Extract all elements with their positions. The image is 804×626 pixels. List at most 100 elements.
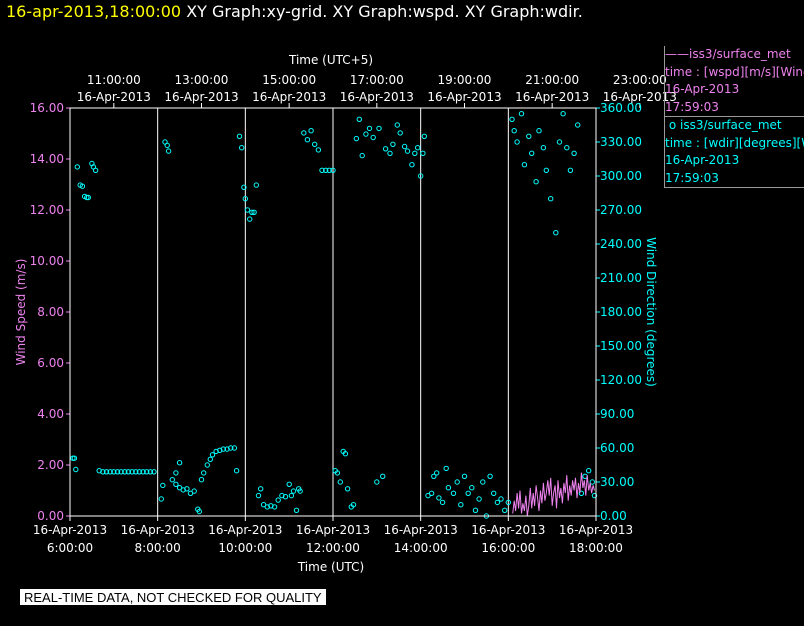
legend-series-label: iss3/surface_met bbox=[679, 118, 782, 132]
wdir-point bbox=[71, 455, 78, 461]
header-title-wdir: XY Graph:wdir. bbox=[464, 2, 583, 21]
wdir-point bbox=[359, 152, 365, 159]
bottom-axis-title: Time (UTC) bbox=[297, 560, 364, 574]
wdir-point bbox=[540, 145, 547, 151]
wdir-point bbox=[578, 490, 585, 496]
wdir-point bbox=[387, 150, 393, 157]
top-tick-time: 21:00:00 bbox=[525, 73, 579, 87]
wdir-point bbox=[394, 122, 400, 128]
wdir-point bbox=[224, 446, 230, 452]
x-tick-time: 18:00:00 bbox=[569, 541, 623, 555]
wdir-point bbox=[553, 230, 559, 236]
legend-series-label: iss3/surface_met bbox=[689, 47, 791, 61]
legend-time: 17:59:03 bbox=[665, 170, 719, 185]
wdir-point bbox=[279, 492, 285, 499]
wdir-point bbox=[228, 445, 234, 451]
x-tick-date: 16-Apr-2013 bbox=[559, 523, 633, 537]
wdir-point bbox=[286, 481, 292, 487]
wdir-point bbox=[591, 492, 598, 499]
wdir-point bbox=[556, 139, 563, 145]
wdir-point bbox=[421, 133, 427, 140]
wdir-point bbox=[144, 469, 150, 475]
wdir-point bbox=[129, 469, 135, 475]
wdir-point bbox=[494, 499, 501, 506]
wdir-point bbox=[323, 167, 329, 174]
wdir-point bbox=[465, 490, 471, 496]
wdir-point bbox=[543, 167, 549, 174]
wspd-line bbox=[512, 472, 595, 517]
wdir-point bbox=[480, 479, 486, 485]
wdir-point bbox=[415, 145, 421, 151]
wdir-point bbox=[92, 167, 99, 174]
x-tick-time: 10:00:00 bbox=[218, 541, 272, 555]
y-right-tick-label: 360.00 bbox=[600, 101, 642, 115]
top-tick-date: 16-Apr-2013 bbox=[340, 90, 414, 104]
wdir-point bbox=[533, 179, 539, 185]
x-tick-time: 12:00:00 bbox=[306, 541, 360, 555]
wdir-point bbox=[79, 183, 86, 189]
wdir-point bbox=[255, 492, 262, 499]
legend-variable-label: time : [wspd][m/s][Wind bbox=[665, 64, 804, 79]
wdir-point bbox=[312, 141, 318, 148]
x-tick-date: 16-Apr-2013 bbox=[471, 523, 545, 537]
legend-line-swatch: —— bbox=[665, 47, 689, 61]
wdir-point bbox=[461, 473, 468, 479]
y-right-tick-label: 210.00 bbox=[600, 271, 642, 285]
legend-time: 17:59:03 bbox=[665, 99, 719, 114]
wdir-point bbox=[165, 148, 172, 154]
wdir-point bbox=[253, 182, 259, 188]
x-tick-date: 16-Apr-2013 bbox=[121, 523, 195, 537]
wdir-point bbox=[158, 496, 165, 502]
y-left-tick-label: 0.00 bbox=[37, 509, 64, 523]
wdir-point bbox=[380, 473, 386, 479]
y-right-tick-label: 30.00 bbox=[600, 475, 634, 489]
wdir-point bbox=[207, 456, 214, 462]
y-left-tick-label: 10.00 bbox=[30, 254, 64, 268]
wdir-point bbox=[511, 128, 517, 134]
wdir-point bbox=[151, 469, 157, 475]
wdir-point bbox=[275, 497, 281, 503]
x-tick-date: 16-Apr-2013 bbox=[296, 523, 370, 537]
wdir-point bbox=[271, 504, 278, 510]
wdir-point bbox=[242, 196, 249, 202]
wdir-point bbox=[326, 167, 332, 174]
wdir-point bbox=[374, 479, 380, 485]
wdir-point bbox=[366, 125, 373, 132]
y-right-tick-label: 120.00 bbox=[600, 373, 642, 387]
wdir-point bbox=[173, 481, 179, 487]
y-right-tick-label: 150.00 bbox=[600, 339, 642, 353]
wdir-point bbox=[100, 469, 106, 475]
x-tick-time: 16:00:00 bbox=[481, 541, 535, 555]
wdir-point bbox=[353, 135, 360, 142]
x-tick-time: 8:00:00 bbox=[135, 541, 181, 555]
wdir-point bbox=[140, 469, 146, 475]
wdir-point bbox=[521, 162, 528, 168]
wdir-point bbox=[337, 479, 343, 485]
wdir-point bbox=[107, 469, 113, 475]
y-left-tick-label: 8.00 bbox=[37, 305, 64, 319]
wdir-point bbox=[356, 116, 362, 123]
legend-entry-wspd: ——iss3/surface_met time : [wspd][m/s][Wi… bbox=[664, 46, 804, 116]
wdir-point bbox=[491, 490, 497, 496]
legend-date: 16-Apr-2013 bbox=[665, 82, 740, 96]
x-tick-date: 16-Apr-2013 bbox=[384, 523, 458, 537]
wdir-point bbox=[409, 162, 415, 168]
wdir-point bbox=[176, 460, 183, 466]
y-left-tick-label: 16.00 bbox=[30, 101, 64, 115]
y-right-tick-label: 300.00 bbox=[600, 169, 642, 183]
wdir-point bbox=[73, 466, 79, 473]
wdir-point bbox=[74, 164, 81, 170]
wdir-point bbox=[445, 485, 452, 491]
wdir-point bbox=[420, 150, 426, 157]
wdir-point bbox=[209, 452, 216, 458]
wdir-point bbox=[589, 479, 595, 485]
legend: ——iss3/surface_met time : [wspd][m/s][Wi… bbox=[664, 46, 804, 188]
wdir-point bbox=[514, 139, 520, 145]
wdir-point bbox=[363, 131, 369, 137]
wdir-point bbox=[231, 445, 238, 451]
y-left-tick-label: 12.00 bbox=[30, 203, 64, 217]
wdir-point bbox=[169, 477, 176, 483]
wdir-point bbox=[458, 502, 464, 508]
wdir-point bbox=[247, 216, 253, 222]
